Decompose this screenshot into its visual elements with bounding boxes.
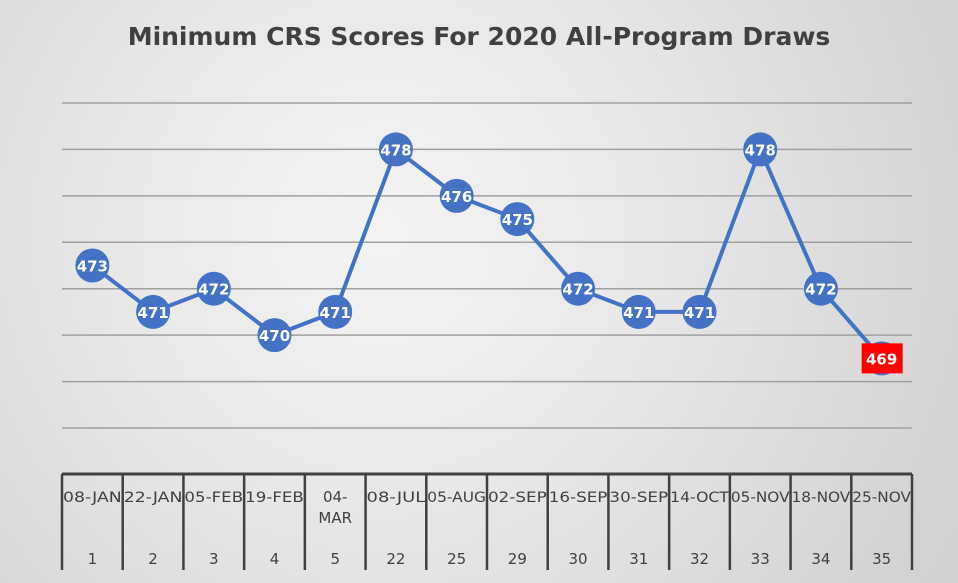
data-label: 473 (77, 258, 108, 276)
data-point (378, 132, 413, 167)
x-tick-label: 05-NOV (731, 490, 790, 506)
data-label: 472 (198, 281, 229, 299)
chart-title: Minimum CRS Scores For 2020 All-Program … (127, 22, 831, 51)
series-line (91, 147, 884, 360)
x-tick-label: 22-JAN (124, 490, 183, 506)
data-point (803, 271, 838, 306)
data-point (743, 132, 778, 167)
draw-number-label: 2 (148, 550, 158, 568)
data-label: 472 (562, 281, 593, 299)
data-label: 471 (320, 304, 351, 322)
data-label: 471 (623, 304, 654, 322)
draw-number-label: 34 (811, 550, 830, 568)
data-point (500, 202, 535, 237)
draw-number-label: 29 (508, 550, 527, 568)
data-point (561, 271, 596, 306)
x-tick-label: 14-OCT (670, 490, 729, 506)
data-label: 470 (259, 327, 290, 345)
data-label: 478 (745, 141, 776, 159)
draw-number-label: 32 (690, 550, 709, 568)
draw-number-label: 30 (569, 550, 588, 568)
data-label: 475 (502, 211, 533, 229)
data-point (439, 178, 474, 213)
x-tick-label: 18-NOV (792, 490, 851, 506)
data-point (621, 294, 656, 329)
draw-number-label: 4 (270, 550, 280, 568)
data-point (257, 318, 292, 353)
data-label: 476 (441, 188, 472, 206)
draw-number-label: 25 (447, 550, 466, 568)
data-label: 472 (805, 281, 836, 299)
data-point (75, 248, 110, 283)
x-tick-label: 16-SEP (549, 490, 608, 506)
x-tick-label: 08-JAN (63, 490, 122, 506)
x-tick-label: 30-SEP (609, 490, 668, 506)
data-label: 469 (866, 350, 897, 368)
draw-number-label: 31 (629, 550, 648, 568)
x-tick-label: 25-NOV (852, 490, 911, 506)
draw-number-label: 3 (209, 550, 219, 568)
data-point (318, 294, 353, 329)
x-tick-label: 02-SEP (488, 490, 547, 506)
x-tick-label: 04-MAR (318, 488, 352, 527)
draw-number-label: 5 (330, 550, 340, 568)
data-label: 471 (684, 304, 715, 322)
draw-number-label: 22 (386, 550, 405, 568)
draw-number-label: 1 (88, 550, 98, 568)
x-tick-label: 19-FEB (245, 490, 304, 506)
x-tick-label: 05-AUG (427, 490, 486, 506)
data-label: 471 (137, 304, 168, 322)
x-tick-label: 08-JUL (367, 490, 426, 506)
data-label: 478 (380, 141, 411, 159)
draw-number-label: 35 (872, 550, 891, 568)
draw-number-label: 33 (751, 550, 770, 568)
data-point (682, 294, 717, 329)
x-tick-label: 05-FEB (184, 490, 243, 506)
data-point (136, 294, 171, 329)
highlight-label-box (861, 343, 903, 374)
data-point (196, 271, 231, 306)
